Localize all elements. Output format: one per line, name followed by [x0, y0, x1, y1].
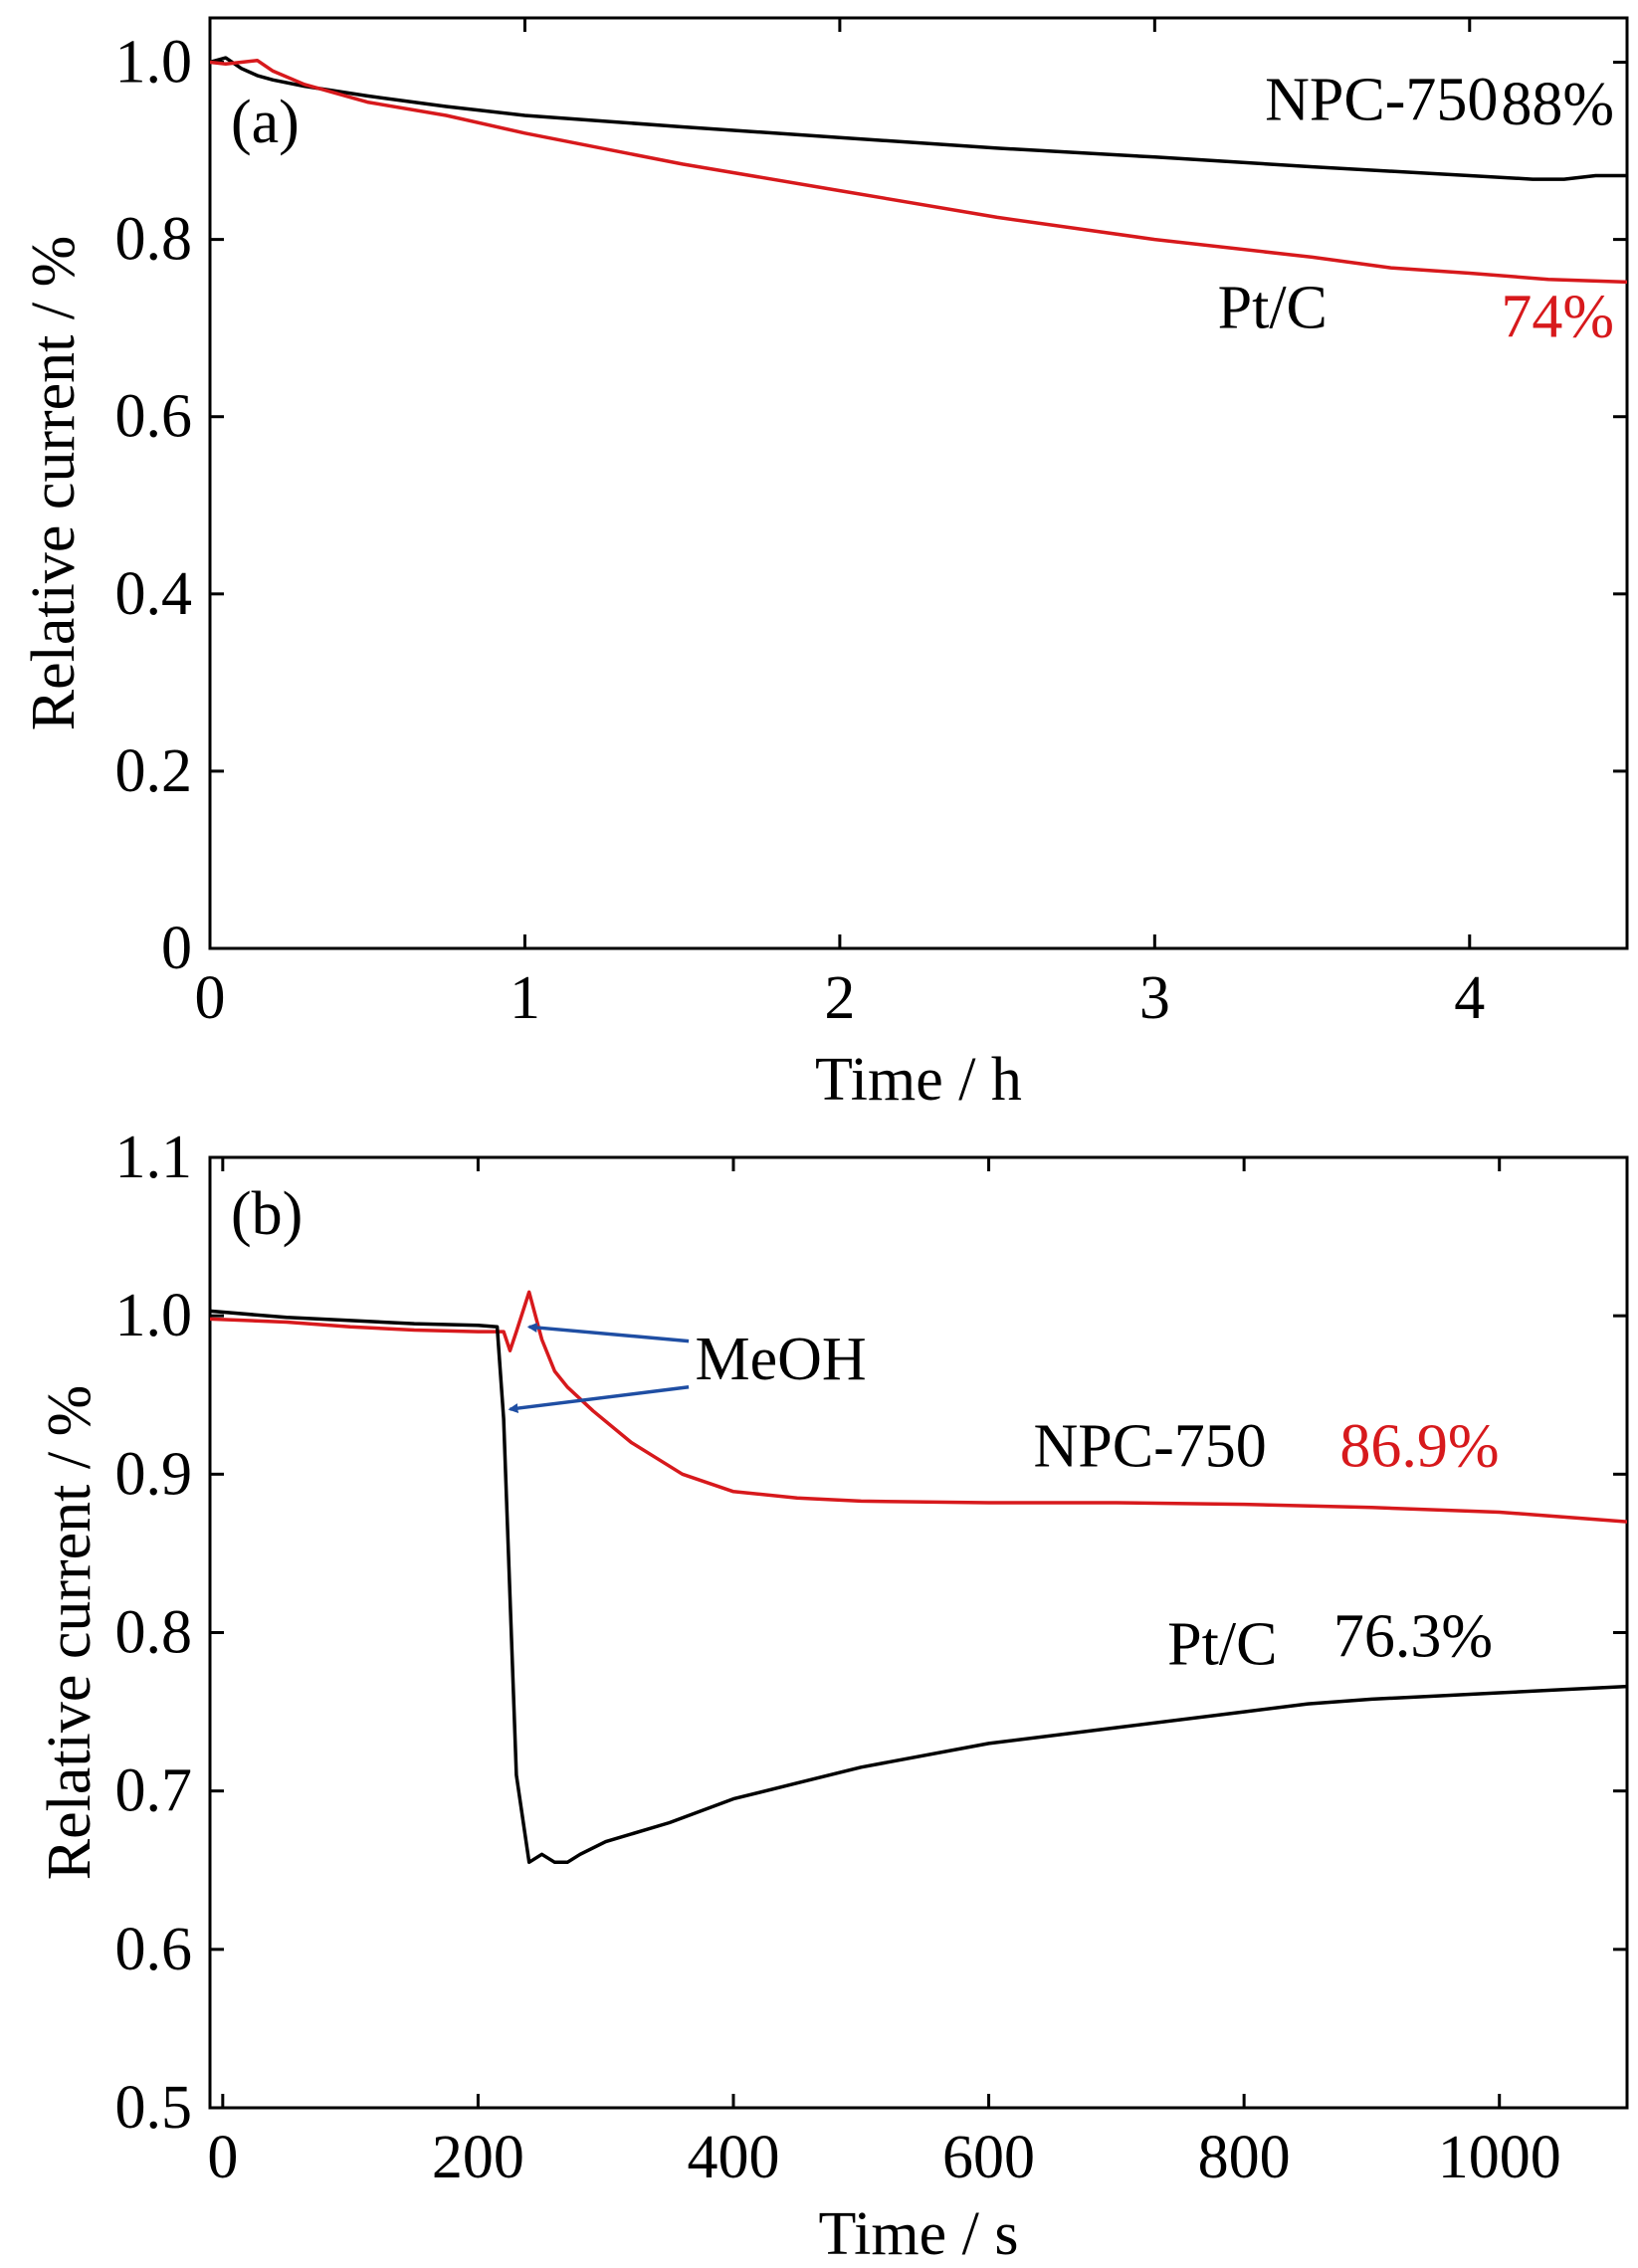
x-tick-label: 200: [432, 2124, 524, 2191]
annotation-label: MeOH: [695, 1326, 866, 1393]
y-tick-label: 0.7: [115, 1757, 193, 1825]
y-tick-label: 0.8: [115, 206, 193, 274]
y-tick-label: 0.5: [115, 2074, 193, 2142]
meoh-arrow: [508, 1385, 690, 1414]
annotation-label: 86.9%: [1339, 1412, 1499, 1480]
y-tick-label: 1.1: [115, 1124, 193, 1191]
annotation-label: 74%: [1501, 284, 1614, 351]
annotation-label: 88%: [1501, 71, 1614, 138]
annotation-label: Pt/C: [1167, 1610, 1277, 1678]
x-tick-label: 1000: [1438, 2124, 1561, 2191]
y-tick-label: 0.8: [115, 1599, 193, 1667]
series-line-red: [210, 58, 1627, 285]
y-axis-label: Relative current / %: [20, 236, 88, 731]
x-tick-label: 400: [687, 2124, 779, 2191]
x-axis-label: Time / s: [818, 2200, 1018, 2263]
y-tick-label: 0.6: [115, 1916, 193, 1983]
panel-label: (b): [231, 1180, 303, 1248]
x-tick-label: 0: [207, 2124, 238, 2191]
y-tick-label: 0: [161, 915, 192, 982]
x-axis-label: Time / h: [815, 1046, 1022, 1114]
y-tick-label: 1.0: [115, 29, 193, 97]
y-tick-label: 1.0: [115, 1282, 193, 1349]
panel-a: 0 1 2 3 4 0 0.2 0.4 0.6 0.8 1.0 Time / h Relative cu…: [20, 16, 1629, 1114]
y-tick-label: 0.9: [115, 1440, 193, 1508]
y-tick-label: 0.6: [115, 383, 193, 451]
meoh-arrow: [526, 1323, 690, 1343]
annotation-label: Pt/C: [1218, 275, 1328, 342]
annotation-label: NPC-750: [1265, 66, 1498, 133]
annotation-label: 76.3%: [1333, 1602, 1493, 1670]
y-tick-label: 0.2: [115, 737, 193, 805]
x-tick-label: 1: [510, 964, 540, 1032]
panel-b: 0 200 400 600 800 1000 0.5 0.6 0.7 0.8 0.9 1.0 1.1 Ti…: [36, 1124, 1629, 2268]
x-tick-label: 2: [824, 964, 855, 1032]
series-line-red: [210, 1290, 1627, 1524]
x-tick-label: 0: [195, 964, 226, 1032]
panel-label: (a): [231, 89, 300, 156]
series-line-black: [210, 56, 1627, 181]
x-tick-label: 4: [1454, 964, 1485, 1032]
annotation-label: NPC-750: [1033, 1412, 1266, 1480]
x-tick-label: 800: [1198, 2124, 1291, 2191]
x-tick-label: 600: [942, 2124, 1035, 2191]
y-axis-label: Relative current / %: [36, 1385, 103, 1881]
x-tick-label: 3: [1139, 964, 1170, 1032]
y-tick-label: 0.4: [115, 560, 193, 628]
series-line-black: [210, 1309, 1627, 1865]
plot-frame: [208, 16, 1629, 950]
